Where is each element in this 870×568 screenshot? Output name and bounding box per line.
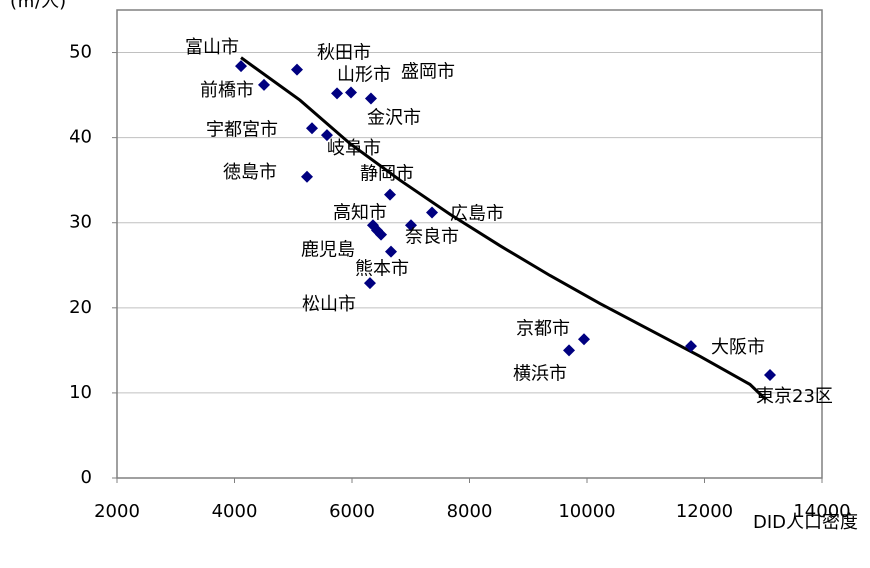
- point-label: 松山市: [302, 294, 356, 315]
- point: [320, 129, 333, 142]
- x-tick-label: 10000: [558, 501, 615, 522]
- point-label: 秋田市: [317, 43, 371, 64]
- x-axis-title: DID人口密度: [753, 512, 858, 533]
- y-tick-label: 10: [69, 382, 92, 403]
- point: [300, 170, 313, 183]
- x-tick-label: 12000: [676, 501, 733, 522]
- plot-frame: [116, 9, 823, 479]
- point: [384, 188, 397, 201]
- point: [404, 219, 417, 232]
- y-tick-label: 30: [69, 212, 92, 233]
- x-tick-label: 4000: [212, 501, 258, 522]
- y-tick-label: 50: [69, 42, 92, 63]
- point: [235, 60, 248, 73]
- trend-line: [240, 56, 767, 401]
- point: [385, 245, 398, 258]
- point-label: 徳島市: [223, 162, 277, 183]
- point: [426, 206, 439, 219]
- point-label: 横浜市: [513, 363, 567, 384]
- point-label: 大阪市: [711, 337, 765, 358]
- point: [345, 86, 358, 99]
- y-tick-label: 0: [81, 467, 92, 488]
- point-label: 前橋市: [200, 80, 254, 101]
- point-label: 熊本市: [355, 259, 409, 280]
- x-tick-label: 2000: [94, 501, 140, 522]
- point-label: 奈良市: [405, 226, 459, 247]
- y-tick-label: 20: [69, 297, 92, 318]
- point-label: 静岡市: [360, 164, 414, 185]
- point: [291, 63, 304, 76]
- y-axis-title: (㎡/人): [10, 0, 66, 12]
- point: [375, 228, 388, 241]
- point: [563, 344, 576, 357]
- point: [578, 333, 591, 346]
- x-tick-label: 14000: [793, 501, 850, 522]
- point-label: 京都市: [516, 318, 570, 339]
- point: [684, 340, 697, 353]
- point-label: 金沢市: [367, 107, 421, 128]
- point: [257, 78, 270, 91]
- point-label: 高知市: [333, 202, 387, 223]
- point-label: 鹿児島: [301, 240, 355, 261]
- point: [331, 87, 344, 100]
- point-label: 広島市: [450, 204, 504, 225]
- point: [764, 369, 777, 382]
- point: [363, 277, 376, 290]
- point: [364, 92, 377, 105]
- y-tick-label: 40: [69, 127, 92, 148]
- point: [305, 122, 318, 135]
- point-label: 東京23区: [756, 386, 833, 407]
- point-label: 岐阜市: [327, 138, 381, 159]
- point-label: 山形市: [337, 64, 391, 85]
- point-label: 宇都宮市: [206, 119, 278, 140]
- x-tick-label: 8000: [447, 501, 493, 522]
- point-label: 富山市: [185, 37, 239, 58]
- x-tick-label: 6000: [329, 501, 375, 522]
- point-label: 盛岡市: [401, 62, 455, 83]
